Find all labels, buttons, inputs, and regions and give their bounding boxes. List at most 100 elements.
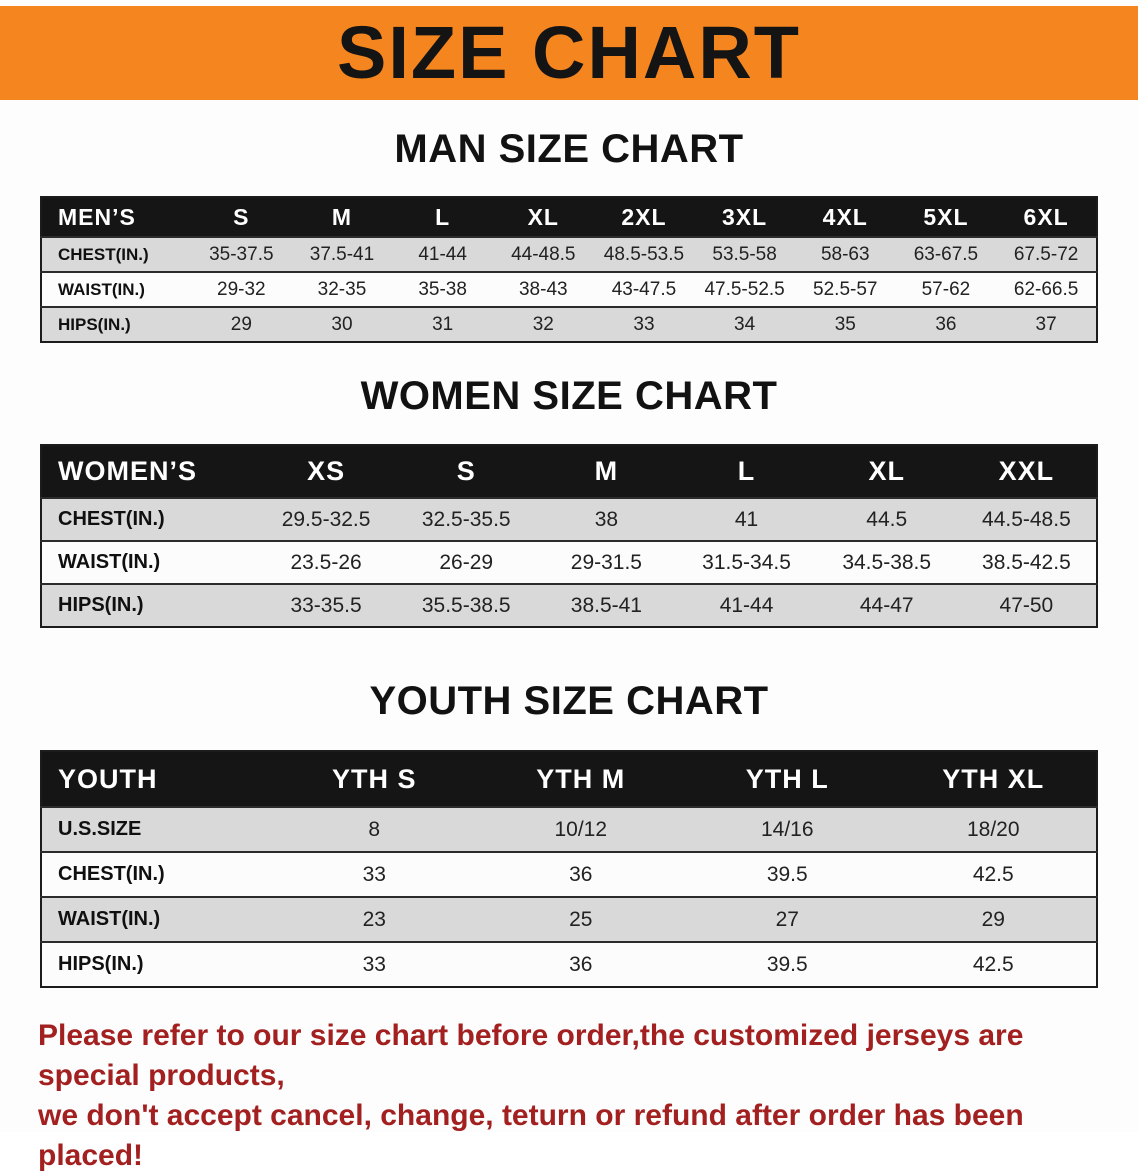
size-value-cell: 30 (291, 307, 393, 342)
size-value-cell: 35-37.5 (191, 237, 292, 272)
size-column-header: L (676, 445, 817, 498)
table-row: CHEST(IN.) 35-37.5 37.5-41 41-44 44-48.5 48.5… (41, 237, 1097, 272)
size-value-cell: 63-67.5 (895, 237, 997, 272)
title-banner: SIZE CHART (0, 6, 1138, 100)
men-section-heading: MAN SIZE CHART (394, 127, 744, 171)
table-row: WAIST(IN.) 29-32 32-35 35-38 38-43 43-47.5 47.… (41, 272, 1097, 307)
header-row: YOUTH YTH S YTH M YTH L YTH XL (41, 751, 1097, 807)
size-value-cell: 26-29 (396, 541, 537, 584)
size-value-cell: 67.5-72 (996, 237, 1097, 272)
size-value-cell: 41-44 (676, 584, 817, 627)
row-label-cell: HIPS(IN.) (41, 942, 271, 987)
size-value-cell: 48.5-53.5 (593, 237, 695, 272)
order-notice: Please refer to our size chart before or… (0, 1016, 1138, 1176)
size-value-cell: 29-32 (191, 272, 292, 307)
table-head: YOUTH YTH S YTH M YTH L YTH XL (41, 751, 1097, 807)
size-value-cell: 25 (477, 897, 684, 942)
size-column-header: 5XL (895, 197, 997, 237)
size-value-cell: 52.5-57 (794, 272, 896, 307)
size-value-cell: 29.5-32.5 (256, 498, 397, 541)
row-label-cell: CHEST(IN.) (41, 852, 271, 897)
row-label-cell: WAIST(IN.) (41, 897, 271, 942)
size-column-header: YTH S (271, 751, 478, 807)
size-column-header: YTH M (477, 751, 684, 807)
men-size-section: MAN SIZE CHART MEN’S S M L XL 2XL 3XL 4XL 5XL 6XL… (0, 126, 1138, 343)
size-column-header: XXL (956, 445, 1097, 498)
size-value-cell: 31 (392, 307, 493, 342)
table-body: U.S.SIZE 8 10/12 14/16 18/20 CHEST(IN.) 33 36 39… (41, 807, 1097, 987)
size-column-header: L (392, 197, 493, 237)
size-value-cell: 33 (593, 307, 695, 342)
size-value-cell: 23 (271, 897, 478, 942)
size-value-cell: 62-66.5 (996, 272, 1097, 307)
row-label-cell: U.S.SIZE (41, 807, 271, 852)
table-body: CHEST(IN.) 35-37.5 37.5-41 41-44 44-48.5 48.5… (41, 237, 1097, 342)
header-row: WOMEN’S XS S M L XL XXL (41, 445, 1097, 498)
youth-size-section: YOUTH SIZE CHART YOUTH YTH S YTH M YTH L YTH… (0, 678, 1138, 988)
header-row: MEN’S S M L XL 2XL 3XL 4XL 5XL 6XL (41, 197, 1097, 237)
size-value-cell: 32-35 (291, 272, 393, 307)
size-value-cell: 38.5-41 (536, 584, 677, 627)
size-value-cell: 44-48.5 (492, 237, 594, 272)
size-value-cell: 33-35.5 (256, 584, 397, 627)
size-column-header: 6XL (996, 197, 1097, 237)
table-row: U.S.SIZE 8 10/12 14/16 18/20 (41, 807, 1097, 852)
size-column-header: XL (816, 445, 957, 498)
page-title: SIZE CHART (337, 11, 801, 94)
size-value-cell: 44.5-48.5 (956, 498, 1097, 541)
size-value-cell: 47.5-52.5 (694, 272, 795, 307)
table-row: HIPS(IN.) 33 36 39.5 42.5 (41, 942, 1097, 987)
size-value-cell: 58-63 (794, 237, 896, 272)
size-value-cell: 57-62 (895, 272, 997, 307)
size-value-cell: 38-43 (492, 272, 594, 307)
row-label-cell: CHEST(IN.) (41, 237, 191, 272)
table-row: CHEST(IN.) 33 36 39.5 42.5 (41, 852, 1097, 897)
table-title-cell: MEN’S (41, 197, 191, 237)
size-column-header: YTH XL (890, 751, 1097, 807)
size-value-cell: 35 (794, 307, 896, 342)
size-value-cell: 10/12 (477, 807, 684, 852)
table-head: MEN’S S M L XL 2XL 3XL 4XL 5XL 6XL (41, 197, 1097, 237)
table-body: CHEST(IN.) 29.5-32.5 32.5-35.5 38 41 44.5 44.5… (41, 498, 1097, 627)
row-label-cell: WAIST(IN.) (41, 541, 256, 584)
size-column-header: M (291, 197, 393, 237)
size-value-cell: 23.5-26 (256, 541, 397, 584)
size-chart-page: SIZE CHART MAN SIZE CHART MEN’S S M L XL 2XL 3… (0, 6, 1138, 1172)
size-value-cell: 39.5 (684, 942, 891, 987)
youth-section-heading: YOUTH SIZE CHART (369, 679, 769, 723)
table-title-cell: YOUTH (41, 751, 271, 807)
size-value-cell: 29 (191, 307, 292, 342)
row-label-cell: HIPS(IN.) (41, 584, 256, 627)
size-value-cell: 36 (477, 942, 684, 987)
size-value-cell: 34 (694, 307, 795, 342)
size-value-cell: 53.5-58 (694, 237, 795, 272)
size-value-cell: 33 (271, 852, 478, 897)
size-value-cell: 39.5 (684, 852, 891, 897)
size-value-cell: 47-50 (956, 584, 1097, 627)
size-column-header: 2XL (593, 197, 695, 237)
size-value-cell: 29 (890, 897, 1097, 942)
size-value-cell: 36 (895, 307, 997, 342)
size-value-cell: 14/16 (684, 807, 891, 852)
size-column-header: 3XL (694, 197, 795, 237)
size-value-cell: 34.5-38.5 (816, 541, 957, 584)
size-value-cell: 38.5-42.5 (956, 541, 1097, 584)
size-value-cell: 32 (492, 307, 594, 342)
table-head: WOMEN’S XS S M L XL XXL (41, 445, 1097, 498)
size-value-cell: 37.5-41 (291, 237, 393, 272)
size-value-cell: 37 (996, 307, 1097, 342)
row-label-cell: CHEST(IN.) (41, 498, 256, 541)
size-value-cell: 35.5-38.5 (396, 584, 537, 627)
size-value-cell: 42.5 (890, 852, 1097, 897)
row-label-cell: HIPS(IN.) (41, 307, 191, 342)
size-column-header: S (396, 445, 537, 498)
table-row: WAIST(IN.) 23 25 27 29 (41, 897, 1097, 942)
size-column-header: S (191, 197, 292, 237)
table-row: CHEST(IN.) 29.5-32.5 32.5-35.5 38 41 44.5 44.5… (41, 498, 1097, 541)
size-value-cell: 42.5 (890, 942, 1097, 987)
table-row: WAIST(IN.) 23.5-26 26-29 29-31.5 31.5-34.5 34… (41, 541, 1097, 584)
size-value-cell: 18/20 (890, 807, 1097, 852)
size-value-cell: 33 (271, 942, 478, 987)
women-size-section: WOMEN SIZE CHART WOMEN’S XS S M L XL XXL CHEST(… (0, 373, 1138, 628)
size-value-cell: 43-47.5 (593, 272, 695, 307)
